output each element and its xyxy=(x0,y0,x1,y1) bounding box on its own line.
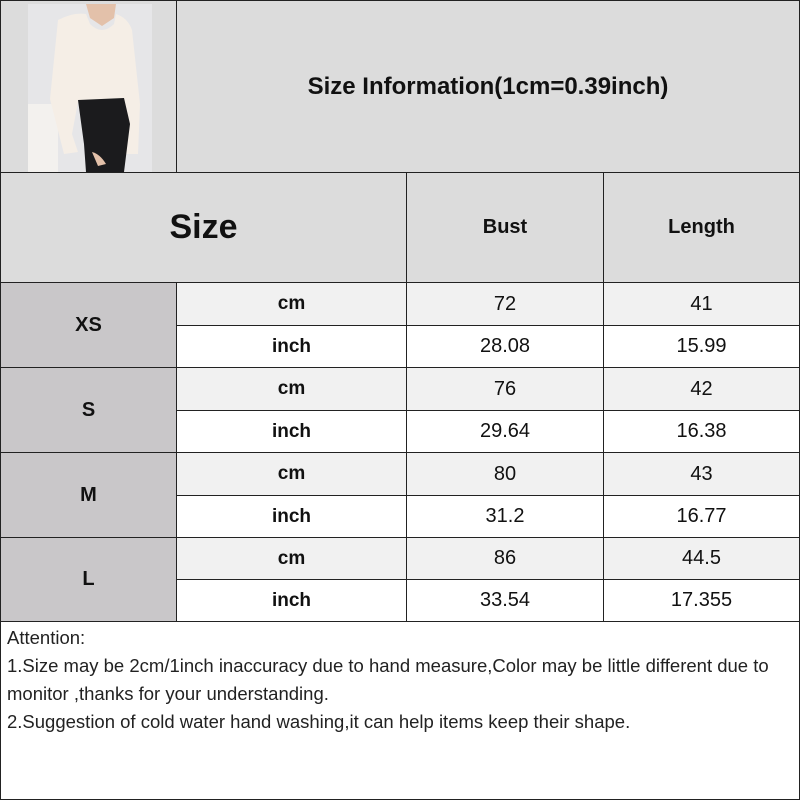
size-label: L xyxy=(0,537,177,622)
unit-inch: inch xyxy=(176,325,407,368)
page-title: Size Information(1cm=0.39inch) xyxy=(176,0,800,173)
unit-cm: cm xyxy=(176,452,407,496)
length-inch: 16.77 xyxy=(603,495,800,538)
notes-heading: Attention: xyxy=(7,627,86,648)
length-cm: 41 xyxy=(603,282,800,326)
unit-inch: inch xyxy=(176,495,407,538)
header-bust: Bust xyxy=(406,172,604,283)
length-cm: 43 xyxy=(603,452,800,496)
bust-inch: 33.54 xyxy=(406,579,604,622)
header-size: Size xyxy=(0,172,407,283)
unit-inch: inch xyxy=(176,410,407,453)
bust-inch: 28.08 xyxy=(406,325,604,368)
unit-inch: inch xyxy=(176,579,407,622)
attention-notes: Attention: 1.Size may be 2cm/1inch inacc… xyxy=(0,620,800,800)
note-1: 1.Size may be 2cm/1inch inaccuracy due t… xyxy=(7,655,774,704)
length-inch: 17.355 xyxy=(603,579,800,622)
bust-cm: 80 xyxy=(406,452,604,496)
product-photo xyxy=(28,4,152,172)
unit-cm: cm xyxy=(176,537,407,580)
length-cm: 42 xyxy=(603,367,800,411)
note-2: 2.Suggestion of cold water hand washing,… xyxy=(7,711,631,732)
product-photo-cell xyxy=(0,0,177,173)
bust-cm: 76 xyxy=(406,367,604,411)
unit-cm: cm xyxy=(176,367,407,411)
header-length: Length xyxy=(603,172,800,283)
length-inch: 16.38 xyxy=(603,410,800,453)
bust-cm: 72 xyxy=(406,282,604,326)
bust-inch: 29.64 xyxy=(406,410,604,453)
unit-cm: cm xyxy=(176,282,407,326)
size-label: XS xyxy=(0,282,177,368)
size-label: S xyxy=(0,367,177,453)
bust-cm: 86 xyxy=(406,537,604,580)
length-cm: 44.5 xyxy=(603,537,800,580)
bust-inch: 31.2 xyxy=(406,495,604,538)
length-inch: 15.99 xyxy=(603,325,800,368)
size-label: M xyxy=(0,452,177,538)
